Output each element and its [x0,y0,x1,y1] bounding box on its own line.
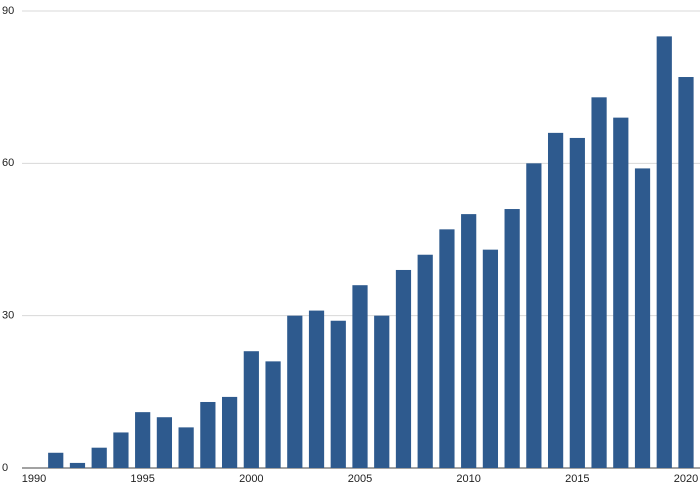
bar [200,401,216,468]
bar [526,163,542,469]
x-tick-label: 1995 [130,473,154,485]
bar [569,137,585,468]
y-tick-label: 90 [2,5,14,17]
bar [678,77,694,468]
bar [591,97,607,469]
x-tick-label: 2020 [674,473,698,485]
bar [265,361,281,468]
bar [461,214,477,468]
bar [656,36,672,469]
bar [243,351,259,468]
bar [91,447,107,468]
y-tick-label: 60 [2,157,14,169]
bar [374,315,390,468]
x-tick-label: 2010 [456,473,480,485]
bar [547,132,564,468]
bar [178,427,194,468]
y-tick-label: 30 [2,310,14,322]
bar [439,229,455,468]
bar [613,117,629,468]
bar [135,412,151,468]
bar [395,269,412,468]
bar [634,168,651,468]
bar [330,320,346,468]
bar [417,254,433,468]
bar [113,432,129,468]
bar [287,315,303,468]
bar [156,417,173,468]
bar [352,285,368,468]
x-tick-label: 2000 [239,473,263,485]
bar [221,396,238,468]
y-tick-label: 0 [2,462,8,474]
bar [504,209,520,469]
x-tick-label: 1990 [22,473,46,485]
bar [69,462,86,468]
x-tick-label: 2015 [565,473,589,485]
bar [308,310,325,468]
x-tick-label: 2005 [348,473,372,485]
bar [482,249,499,468]
bar [48,452,64,468]
